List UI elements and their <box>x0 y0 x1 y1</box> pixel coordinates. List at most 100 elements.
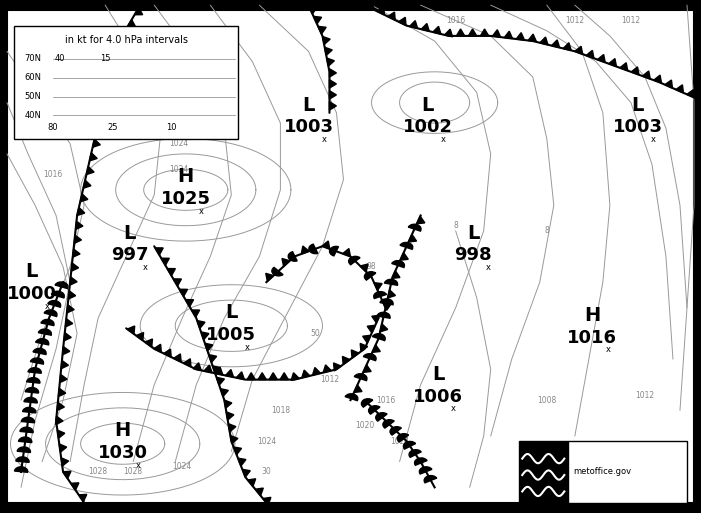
Polygon shape <box>55 416 63 424</box>
Wedge shape <box>329 246 339 256</box>
Polygon shape <box>109 71 116 79</box>
Polygon shape <box>64 332 72 341</box>
Text: 1028: 1028 <box>88 467 108 477</box>
Polygon shape <box>343 357 350 364</box>
Polygon shape <box>57 430 64 438</box>
Text: 997: 997 <box>111 246 149 265</box>
Wedge shape <box>383 420 394 428</box>
Wedge shape <box>48 301 61 307</box>
Polygon shape <box>323 365 332 372</box>
Polygon shape <box>72 263 79 271</box>
Text: x: x <box>321 135 327 144</box>
Text: 1028: 1028 <box>123 467 143 477</box>
Polygon shape <box>468 29 477 36</box>
Text: 1030: 1030 <box>97 444 148 462</box>
Wedge shape <box>377 312 390 318</box>
Polygon shape <box>309 6 317 14</box>
Text: 1024: 1024 <box>169 139 189 148</box>
Polygon shape <box>191 310 200 317</box>
Polygon shape <box>83 180 91 188</box>
Polygon shape <box>325 47 332 55</box>
Wedge shape <box>384 279 397 285</box>
Wedge shape <box>20 427 33 432</box>
Wedge shape <box>354 374 367 381</box>
Polygon shape <box>116 44 124 52</box>
Text: 40: 40 <box>55 54 64 64</box>
Polygon shape <box>504 31 512 38</box>
Wedge shape <box>419 467 432 474</box>
Polygon shape <box>63 471 71 479</box>
Polygon shape <box>291 373 299 381</box>
Polygon shape <box>363 365 371 372</box>
Polygon shape <box>322 241 329 249</box>
Polygon shape <box>128 326 135 334</box>
Wedge shape <box>25 387 39 393</box>
Polygon shape <box>155 248 163 255</box>
Text: 1018: 1018 <box>271 406 290 415</box>
Polygon shape <box>516 33 524 40</box>
Polygon shape <box>220 389 229 397</box>
Polygon shape <box>399 17 406 25</box>
Polygon shape <box>597 54 605 63</box>
Text: L: L <box>467 224 479 243</box>
Wedge shape <box>408 224 421 231</box>
Polygon shape <box>112 57 120 66</box>
Polygon shape <box>377 7 384 15</box>
Text: 25: 25 <box>107 123 117 132</box>
Text: x: x <box>486 263 491 272</box>
Text: x: x <box>135 461 141 470</box>
Wedge shape <box>41 320 54 326</box>
Polygon shape <box>154 344 161 352</box>
Text: 50N: 50N <box>25 92 41 101</box>
Text: L: L <box>432 365 444 384</box>
Polygon shape <box>492 30 501 37</box>
Polygon shape <box>209 354 217 363</box>
Text: 998: 998 <box>454 246 492 265</box>
Polygon shape <box>620 63 627 71</box>
Polygon shape <box>80 194 88 202</box>
Bar <box>568 441 687 503</box>
Polygon shape <box>217 378 224 385</box>
Polygon shape <box>417 216 425 224</box>
Polygon shape <box>121 32 128 39</box>
Wedge shape <box>409 450 421 457</box>
Text: 1016: 1016 <box>43 170 62 179</box>
Polygon shape <box>313 367 320 375</box>
Text: 1024: 1024 <box>169 165 189 174</box>
Text: 1012: 1012 <box>565 16 585 25</box>
Polygon shape <box>313 16 322 24</box>
Polygon shape <box>60 444 67 452</box>
Polygon shape <box>366 2 374 10</box>
Polygon shape <box>263 497 271 505</box>
Wedge shape <box>374 291 386 299</box>
Polygon shape <box>280 372 288 380</box>
Polygon shape <box>302 370 310 378</box>
Polygon shape <box>269 372 278 380</box>
Text: 1020: 1020 <box>355 421 374 430</box>
Wedge shape <box>376 413 387 421</box>
Text: 1003: 1003 <box>613 118 663 136</box>
Wedge shape <box>44 310 57 317</box>
Wedge shape <box>18 437 32 443</box>
Text: 1008: 1008 <box>537 396 557 405</box>
Text: H: H <box>114 421 131 441</box>
Wedge shape <box>400 243 413 249</box>
Polygon shape <box>372 315 380 323</box>
Polygon shape <box>247 479 256 486</box>
Polygon shape <box>388 12 395 20</box>
Polygon shape <box>322 36 330 45</box>
Text: metoffice.gov: metoffice.gov <box>573 467 632 477</box>
Polygon shape <box>231 436 238 444</box>
Text: x: x <box>198 207 204 216</box>
Text: 1016: 1016 <box>567 328 618 347</box>
Polygon shape <box>563 43 571 50</box>
Polygon shape <box>329 80 336 88</box>
Polygon shape <box>354 385 362 392</box>
Text: 1020: 1020 <box>200 98 220 107</box>
Text: 8: 8 <box>454 221 458 230</box>
Text: 1012: 1012 <box>43 108 62 117</box>
Polygon shape <box>168 268 175 275</box>
Polygon shape <box>360 343 367 351</box>
Wedge shape <box>28 368 41 373</box>
Wedge shape <box>414 458 427 465</box>
